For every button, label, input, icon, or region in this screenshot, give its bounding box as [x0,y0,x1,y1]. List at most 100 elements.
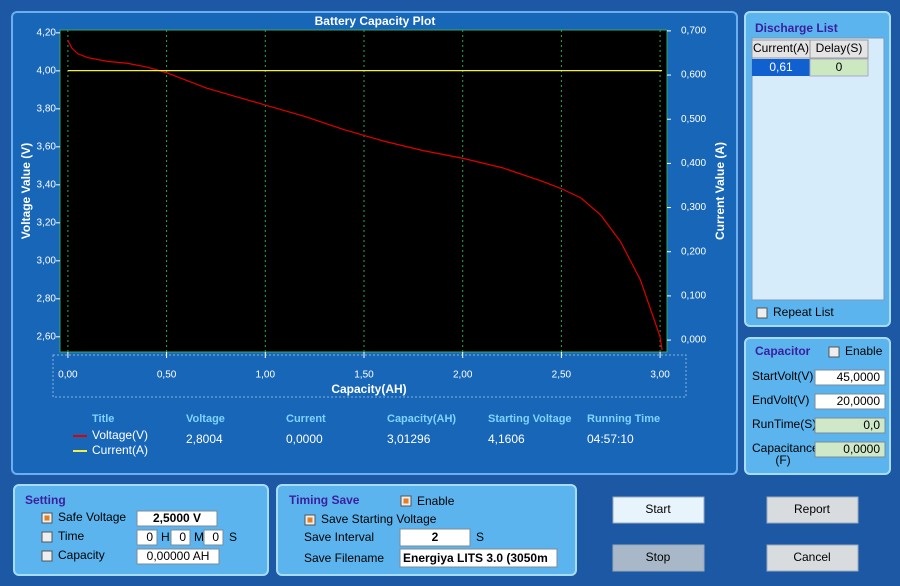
y-tick-label: 2,60 [37,331,57,342]
x-tick-label: 1,50 [354,370,374,381]
legend-label: Current(A) [92,443,148,457]
y2-tick-label: 0,400 [681,158,706,169]
column-header-text: Current(A) [753,41,809,55]
list-cell[interactable] [752,59,810,76]
text-input[interactable] [399,548,558,568]
field-label: (F) [775,453,790,467]
stats-header: Capacity(AH) [387,413,456,425]
cell-text: 0 [836,60,843,74]
legend-label: Voltage(V) [92,428,148,442]
checkbox-label: Capacity [58,548,105,562]
y2-tick-label: 0,000 [681,335,706,346]
stats-header: Voltage [186,413,225,425]
button-label: Stop [646,550,671,564]
input-value: 0 [179,530,186,544]
input-value: 0 [146,530,153,544]
stats-value: 2,8004 [186,432,223,446]
checkbox-label: Repeat List [773,305,834,319]
x-tick-label: 0,50 [157,370,177,381]
checkbox-label: Save Starting Voltage [321,512,437,526]
checkbox-check [44,515,50,521]
x-tick-label: 2,00 [453,370,473,381]
y2-tick-label: 0,300 [681,202,706,213]
x-axis-box [52,354,687,398]
y-tick-label: 4,00 [37,65,57,76]
checkbox[interactable] [756,307,768,319]
x-tick-label: 1,00 [256,370,276,381]
list-box [751,37,885,301]
y2-tick-label: 0,200 [681,246,706,257]
x-tick-label: 2,50 [552,370,572,381]
stats-value: 3,01296 [387,432,431,446]
input-value: Energiya LITS 3.0 (3050m [403,551,548,565]
button [612,544,705,572]
unit: S [229,530,237,544]
text-input [814,417,886,434]
stats-title-header: Title [92,413,114,425]
checkbox-label: Time [58,529,85,543]
y2-tick-label: 0,100 [681,291,706,302]
checkbox-label: Enable [417,494,455,508]
stats-header: Current [286,413,326,425]
panel-title: Setting [25,493,66,507]
text-input[interactable] [399,528,471,547]
text-input[interactable] [203,529,224,546]
button[interactable] [766,496,859,524]
field-label: Save Interval [304,530,374,544]
panel-title: Discharge List [755,21,838,35]
unit: M [194,530,204,544]
button-label: Cancel [793,550,830,564]
button[interactable] [612,496,705,524]
text-input[interactable] [136,548,220,565]
checkbox-check [307,517,313,523]
stats-value: 0,0000 [286,432,323,446]
input-value: 0,0 [863,418,880,432]
input-value: 2 [432,530,439,544]
button[interactable] [766,544,859,572]
checkbox[interactable] [41,550,53,562]
text-input[interactable] [170,529,191,546]
x-tick-label: 3,00 [650,370,670,381]
field-label: RunTime(S) [752,417,816,431]
y-tick-label: 2,80 [37,293,57,304]
x-tick-label: 0,00 [58,370,78,381]
input-value: 0,0000 [843,442,880,456]
plot: 0,00 0,50 1,00 1,50 2,00 2,50 3,00 2,60 2,80 3,00… [37,26,707,381]
text-input[interactable] [814,393,886,410]
text-input[interactable] [136,510,218,527]
input-value: 2,5000 V [153,511,201,525]
field-label: Capacitance [752,441,819,455]
field-label: EndVolt(V) [752,393,809,407]
panel-title: Capacitor [755,344,811,358]
unit: S [476,530,484,544]
panel-title: Timing Save [289,493,360,507]
stats-value: 4,1606 [488,432,525,446]
y-tick-label: 3,20 [37,217,57,228]
input-value: 20,0000 [837,394,881,408]
cell-text: 0,61 [769,60,793,74]
stats-header: Running Time [587,413,660,425]
y-tick-label: 3,80 [37,103,57,114]
list-cell[interactable] [809,58,869,77]
checkbox[interactable] [41,531,53,543]
input-value: 0 [212,530,219,544]
y-tick-label: 3,00 [37,255,57,266]
y-tick-label: 3,60 [37,141,57,152]
y2-tick-label: 0,600 [681,70,706,81]
column-header [809,39,869,59]
checkbox[interactable] [828,346,840,358]
series-line [67,40,663,351]
y-tick-label: 3,40 [37,179,57,190]
y-axis-label: Voltage Value (V) [19,143,33,239]
text-input[interactable] [136,529,158,546]
y-tick-label: 4,20 [37,27,57,38]
text-input[interactable] [814,369,886,386]
y2-tick-label: 0,700 [681,26,706,37]
y2-axis-label: Current Value (A) [713,142,727,240]
y2-tick-label: 0,500 [681,114,706,125]
checkbox-label: Enable [845,344,883,358]
field-label: Save Filename [304,551,384,565]
text-input [814,441,886,458]
stats-header: Starting Voltage [488,413,572,425]
field-label: StartVolt(V) [752,369,813,383]
